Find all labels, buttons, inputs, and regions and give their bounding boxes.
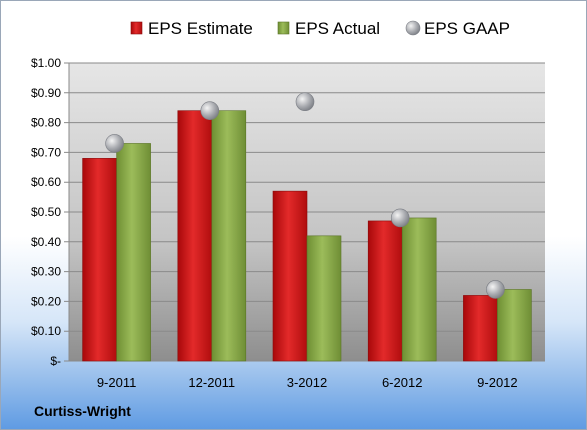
y-tick-label: $0.20 [31,294,61,308]
gaap-point [486,280,505,299]
x-tick-label: 9-2012 [477,375,517,390]
estimate-bar [82,158,117,362]
gaap-point [105,134,124,153]
y-tick-label: $0.70 [31,145,61,159]
actual-bar [116,143,151,362]
x-tick-label: 12-2011 [188,375,235,390]
y-tick-label: $0.90 [31,86,61,100]
y-tick-label: $0.80 [31,116,61,130]
legend-actual-label: EPS Actual [295,19,380,38]
legend-gaap-label: EPS GAAP [424,19,510,38]
x-tick-label: 3-2012 [287,375,327,390]
company-name: Curtiss-Wright [34,403,131,419]
y-tick-label: $1.00 [31,56,61,70]
y-tick-label: $0.60 [31,175,61,189]
x-tick-label: 9-2011 [97,375,137,390]
x-tick-label: 6-2012 [382,375,422,390]
gaap-point [390,208,410,228]
actual-bar [211,110,247,362]
legend-estimate-label: EPS Estimate [148,19,253,38]
y-tick-label: $0.10 [31,324,61,338]
actual-bar [497,289,532,362]
actual-bar [306,235,342,362]
estimate-bar [177,110,213,362]
y-tick-label: $0.30 [31,265,61,279]
y-tick-label: $- [50,354,61,368]
y-tick-label: $0.50 [31,205,61,219]
estimate-bar [463,295,498,362]
legend-estimate-swatch [130,21,143,35]
gaap-point [295,92,315,112]
estimate-bar [367,220,403,362]
estimate-bar [272,190,308,362]
y-tick-label: $0.40 [31,235,61,249]
legend-gaap-swatch [405,20,421,36]
legend-actual-swatch [277,21,290,35]
actual-bar [401,217,437,362]
gaap-point [200,101,220,120]
